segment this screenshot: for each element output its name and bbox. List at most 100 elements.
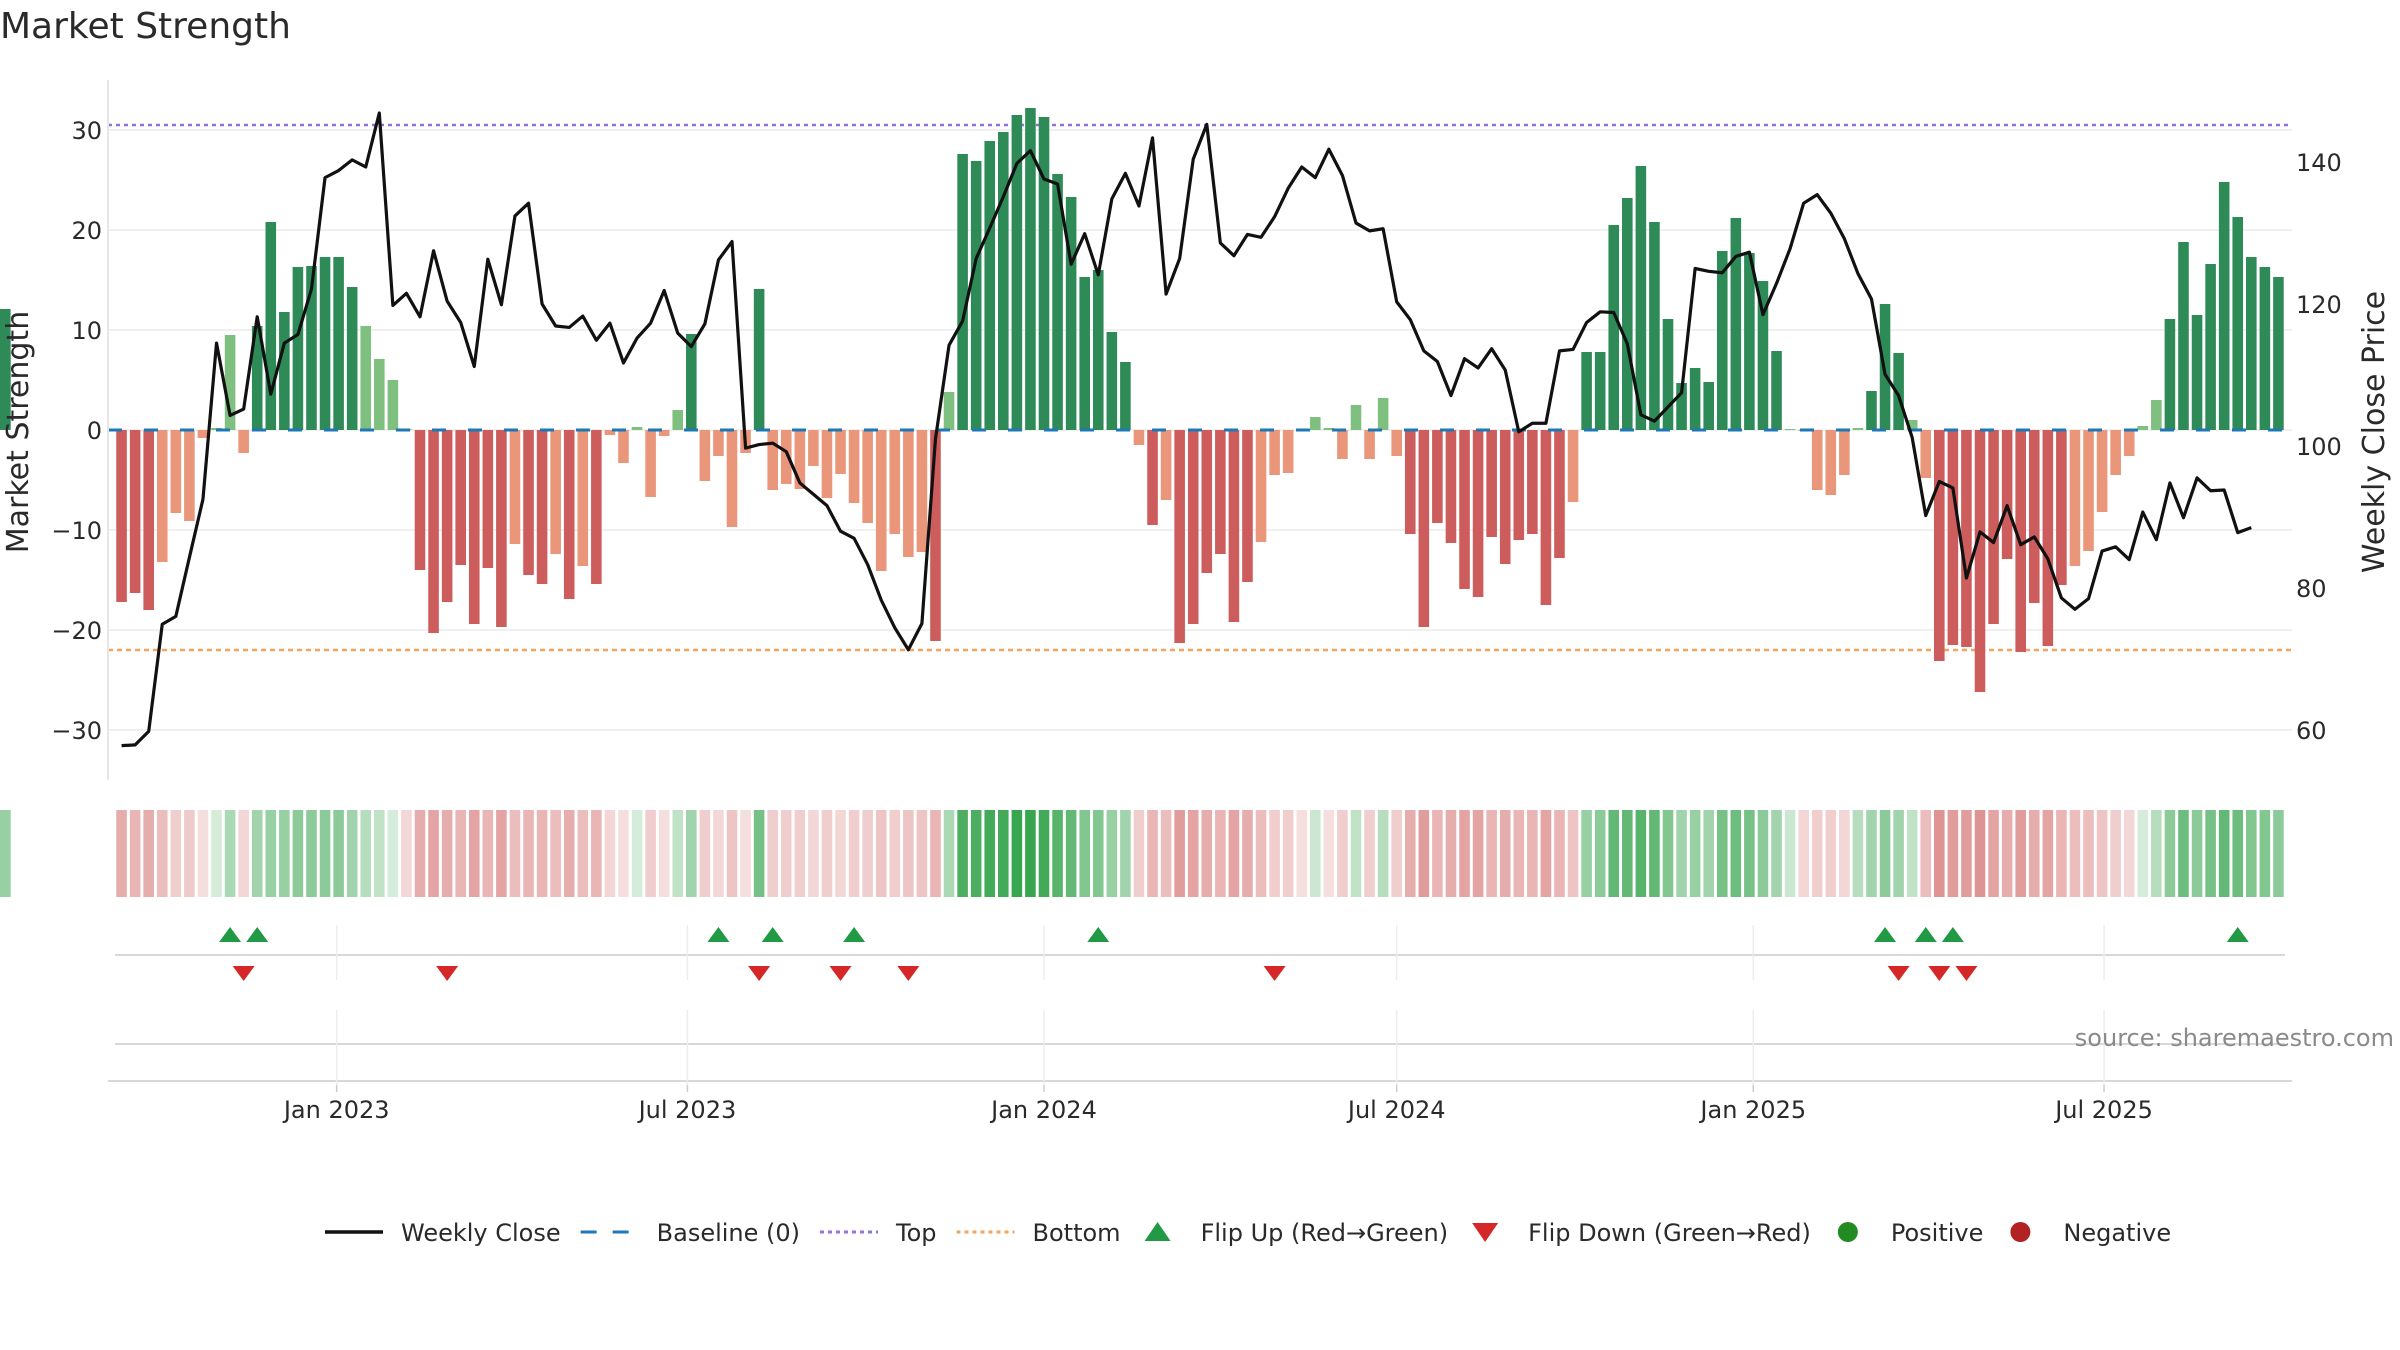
legend-label: Positive bbox=[1891, 1219, 1984, 1247]
flip-up-marker bbox=[1914, 927, 1937, 942]
flip-up-marker bbox=[761, 927, 784, 942]
heat-strip-cell bbox=[835, 810, 846, 897]
strength-bar bbox=[1147, 430, 1158, 525]
strength-bar bbox=[2273, 277, 2284, 430]
flip-down-marker bbox=[1955, 966, 1978, 981]
flip-up-marker bbox=[219, 927, 242, 942]
heat-strip-cell bbox=[2205, 810, 2216, 897]
strength-bar bbox=[835, 430, 846, 474]
strength-bar bbox=[998, 132, 1009, 430]
heat-strip-cell bbox=[333, 810, 344, 897]
strength-bar bbox=[984, 141, 996, 430]
strength-bar bbox=[496, 430, 507, 627]
strength-bar bbox=[2096, 430, 2108, 512]
flip-down-marker bbox=[748, 966, 771, 981]
x-tick-label: Jan 2023 bbox=[282, 1096, 390, 1124]
heat-strip-cell bbox=[1513, 810, 1525, 897]
strength-bar bbox=[306, 266, 317, 430]
heat-strip-cell bbox=[713, 810, 724, 897]
strength-bar bbox=[1350, 405, 1362, 430]
axis-layer: −30 −20 −10 0 10 20 30 60 80 100 120 140 Market Stre… bbox=[1, 80, 2392, 780]
heat-strip-cell bbox=[1866, 810, 1877, 897]
strength-bar bbox=[1934, 430, 1945, 661]
strength-bar bbox=[1011, 115, 1023, 430]
legend-label: Flip Up (Red→Green) bbox=[1201, 1219, 1449, 1247]
strength-bar bbox=[1025, 108, 1036, 430]
strength-bar bbox=[1703, 382, 1714, 430]
heat-strip-cell bbox=[2123, 810, 2135, 897]
x-tick-label: Jul 2024 bbox=[1346, 1096, 1446, 1124]
strength-bar bbox=[658, 430, 670, 436]
strength-bar bbox=[523, 430, 534, 575]
flip-down-marker bbox=[232, 966, 255, 981]
x-tick-label: Jul 2023 bbox=[637, 1096, 737, 1124]
strength-bar bbox=[468, 430, 480, 624]
flip-up-marker bbox=[246, 927, 269, 942]
flip-down-marker bbox=[897, 966, 920, 981]
heat-strip-cell bbox=[848, 810, 860, 897]
heat-strip-cell bbox=[984, 810, 996, 897]
y-left-tick-label: −10 bbox=[51, 517, 102, 545]
heat-strip-cell bbox=[1432, 810, 1443, 897]
heat-strip-cell bbox=[1187, 810, 1199, 897]
strength-bar bbox=[0, 333, 11, 430]
strength-bar bbox=[1920, 430, 1932, 478]
heat-strip-cell bbox=[1174, 810, 1185, 897]
heat-strip-cell bbox=[1879, 810, 1891, 897]
heat-strip-cell bbox=[2246, 810, 2257, 897]
strength-bar bbox=[1404, 430, 1416, 534]
heat-strip-cell bbox=[184, 810, 195, 897]
strength-bar bbox=[1554, 430, 1565, 558]
heat-strip-cell bbox=[374, 810, 385, 897]
strength-bar bbox=[1486, 430, 1497, 537]
y-right-tick-label: 140 bbox=[2296, 149, 2342, 177]
strength-bar bbox=[726, 430, 738, 527]
heat-strip-cell bbox=[686, 810, 697, 897]
heat-strip-cell bbox=[2273, 810, 2284, 897]
y-left-tick-label: 30 bbox=[71, 117, 102, 145]
heat-strip-cell bbox=[292, 810, 304, 897]
heat-strip-cell bbox=[1757, 810, 1769, 897]
strength-bar bbox=[1201, 430, 1213, 573]
strength-bar bbox=[1377, 398, 1389, 430]
strength-bar bbox=[1459, 430, 1470, 589]
strength-bar bbox=[577, 430, 589, 566]
strength-bar bbox=[319, 257, 331, 430]
heat-strip-cell bbox=[1038, 810, 1050, 897]
weekly-close-line-layer bbox=[108, 111, 2292, 748]
strength-bar bbox=[1594, 352, 1606, 430]
heat-strip-cell bbox=[1418, 810, 1430, 897]
x-axis: Jan 2023 Jul 2023 Jan 2024 Jul 2024 Jan 2025… bbox=[282, 1085, 2153, 1124]
heat-strip-cell bbox=[1974, 810, 1986, 897]
heat-strip-cell bbox=[1255, 810, 1267, 897]
legend-label: Baseline (0) bbox=[657, 1219, 800, 1247]
strength-bar bbox=[1825, 430, 1837, 495]
heat-strip-cell bbox=[1527, 810, 1538, 897]
strength-bar bbox=[1445, 430, 1457, 543]
heat-strip-cell bbox=[1323, 810, 1335, 897]
strength-bar bbox=[1472, 430, 1484, 597]
heat-strip-cell bbox=[387, 810, 399, 897]
legend-label: Bottom bbox=[1033, 1219, 1121, 1247]
strength-bar bbox=[591, 430, 602, 584]
strength-bar bbox=[753, 289, 765, 430]
heat-strip-cell bbox=[1065, 810, 1077, 897]
flip-down-marker bbox=[1263, 966, 1286, 981]
strength-bar bbox=[1635, 166, 1647, 430]
heat-strip-cell bbox=[1798, 810, 1809, 897]
heat-strip-cell bbox=[808, 810, 819, 897]
legend-item: Positive bbox=[1837, 1219, 1984, 1247]
heat-strip-cell bbox=[1242, 810, 1253, 897]
strength-bar bbox=[862, 430, 873, 523]
flip-down-marker bbox=[829, 966, 852, 981]
strength-bar bbox=[889, 430, 901, 534]
y-left-tick-label: 20 bbox=[71, 217, 102, 245]
heat-strip-cell bbox=[1676, 810, 1687, 897]
strength-bar bbox=[1391, 430, 1402, 456]
heat-strip-cell bbox=[1622, 810, 1633, 897]
x-tick-label: Jan 2024 bbox=[989, 1096, 1097, 1124]
strength-bar bbox=[1228, 430, 1240, 622]
heat-strip-cell bbox=[116, 810, 127, 897]
strength-bar bbox=[604, 430, 616, 435]
strength-bar bbox=[360, 326, 372, 430]
